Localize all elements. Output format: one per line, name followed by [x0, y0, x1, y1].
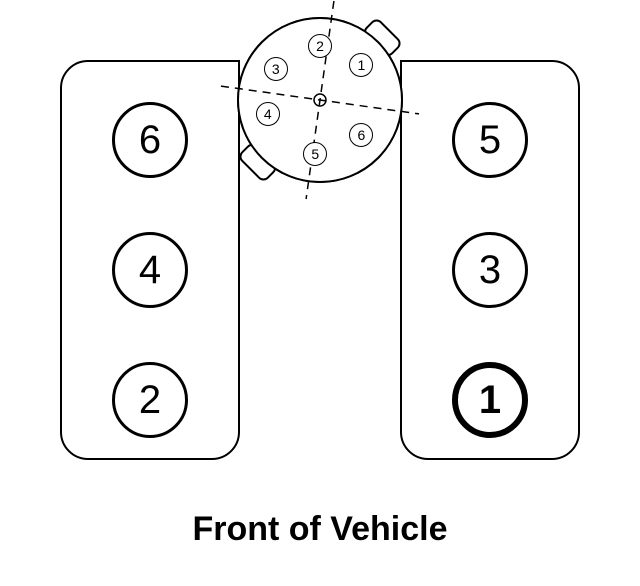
distributor-terminal-label: 6 [357, 128, 365, 142]
distributor-cap: 1 2 3 4 5 6 [208, 0, 432, 212]
cylinder-label: 1 [479, 380, 501, 420]
distributor-terminal-5: 5 [303, 142, 327, 166]
cylinder-3: 3 [452, 232, 528, 308]
distributor-outline [208, 0, 432, 212]
distributor-terminal-label: 2 [316, 39, 324, 53]
distributor-terminal-label: 3 [272, 62, 280, 76]
cylinder-2: 2 [112, 362, 188, 438]
distributor-terminal-label: 1 [357, 58, 365, 72]
distributor-terminal-4: 4 [256, 102, 280, 126]
distributor-terminal-label: 5 [311, 147, 319, 161]
cylinder-5: 5 [452, 102, 528, 178]
cylinder-1: 1 [452, 362, 528, 438]
diagram-canvas: 1 2 3 4 5 6 1 2 3 4 5 6 Front of Vehicle [0, 0, 640, 586]
caption-text: Front of Vehicle [192, 510, 447, 548]
distributor-terminal-2: 2 [308, 34, 332, 58]
cylinder-4: 4 [112, 232, 188, 308]
cylinder-label: 5 [479, 120, 501, 160]
distributor-terminal-3: 3 [264, 57, 288, 81]
distributor-terminal-label: 4 [264, 107, 272, 121]
distributor-terminal-6: 6 [349, 123, 373, 147]
cylinder-label: 2 [139, 380, 161, 420]
cylinder-label: 6 [139, 120, 161, 160]
cylinder-label: 3 [479, 250, 501, 290]
cylinder-label: 4 [139, 250, 161, 290]
caption-front-of-vehicle: Front of Vehicle [0, 510, 640, 549]
cylinder-6: 6 [112, 102, 188, 178]
